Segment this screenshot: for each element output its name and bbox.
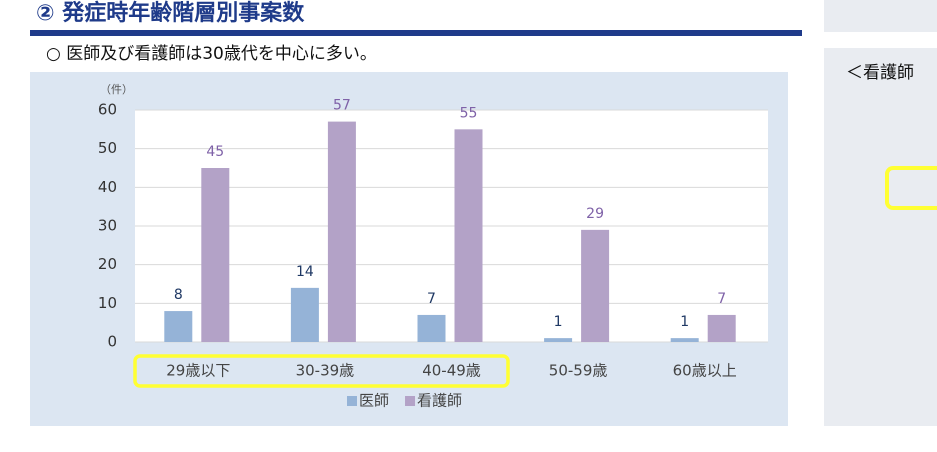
bar	[417, 314, 446, 342]
legend-label: 医師	[359, 392, 389, 410]
title-bar	[30, 30, 802, 36]
legend-swatch	[347, 396, 357, 406]
chart-subtitle: ○ 医師及び看護師は30歳代を中心に多い。	[46, 44, 377, 64]
value-label: 29	[586, 206, 604, 222]
value-label: 55	[460, 105, 478, 121]
bar	[327, 121, 356, 342]
value-label: 1	[680, 314, 689, 330]
value-label: 7	[427, 291, 436, 307]
bar	[544, 338, 573, 342]
highlight	[885, 166, 937, 210]
y-tick-label: 0	[107, 333, 117, 351]
y-axis-unit: （件）	[100, 83, 133, 96]
y-tick-label: 40	[98, 178, 117, 196]
y-tick-label: 60	[98, 101, 117, 119]
value-label: 1	[554, 314, 563, 330]
value-label: 57	[333, 98, 351, 114]
bar	[290, 287, 319, 342]
x-tick-label: 40-49歳	[422, 362, 481, 380]
x-tick-label: 60歳以上	[673, 362, 737, 380]
y-tick-label: 10	[98, 294, 117, 312]
value-label: 14	[296, 264, 314, 280]
right-panel-text: ＜看護師	[846, 63, 914, 83]
x-tick-label: 50-59歳	[549, 362, 608, 380]
value-label: 7	[717, 291, 726, 307]
bar	[454, 129, 483, 342]
bar	[164, 311, 193, 342]
bar	[201, 168, 230, 342]
x-tick-label: 30-39歳	[296, 362, 355, 380]
chart-title: ② 発症時年齢階層別事案数	[36, 0, 305, 26]
bar	[670, 338, 699, 342]
value-label: 8	[174, 287, 183, 303]
x-tick-label: 29歳以下	[166, 362, 230, 380]
highlight	[133, 354, 510, 388]
top-right-box	[824, 0, 937, 32]
value-label: 45	[206, 144, 224, 160]
legend-swatch	[405, 396, 416, 406]
y-tick-label: 50	[98, 139, 117, 157]
legend-label: 看護師	[417, 392, 462, 410]
y-tick-label: 20	[98, 255, 117, 273]
bar	[581, 229, 610, 342]
bar	[707, 314, 736, 342]
y-tick-label: 30	[98, 217, 117, 235]
right-panel	[824, 48, 937, 426]
